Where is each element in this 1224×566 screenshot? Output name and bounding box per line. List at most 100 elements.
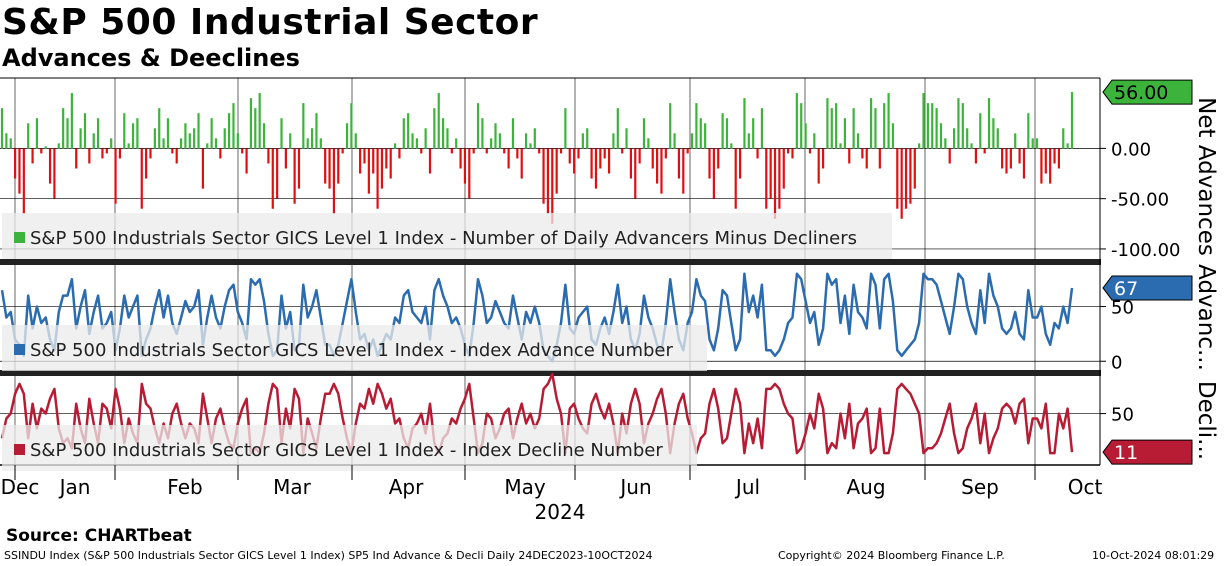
net-bar [96, 118, 100, 149]
net-bar [821, 148, 825, 169]
net-bar [424, 128, 427, 149]
net-bar [328, 148, 331, 189]
net-bar [516, 148, 519, 159]
net-bar [599, 148, 602, 169]
legend-box [2, 325, 707, 371]
net-bar [389, 148, 392, 179]
legend-swatch [14, 344, 25, 355]
x-tick-label: Dec [1, 475, 40, 499]
net-bar [153, 128, 156, 149]
net-bar [420, 148, 423, 154]
net-bar [372, 148, 375, 174]
net-bar [887, 93, 890, 149]
net-bar [843, 118, 846, 149]
net-bar [315, 113, 318, 149]
y-tick-label: -100.00 [1111, 240, 1180, 261]
panel-separator [0, 259, 1101, 265]
net-bar [40, 148, 43, 154]
net-bar [27, 123, 30, 149]
net-bar [1053, 148, 1056, 164]
decline-line [0, 372, 1074, 455]
net-bar [271, 148, 274, 209]
legend-label: S&P 500 Industrials Sector GICS Level 1 … [30, 440, 663, 461]
net-bar [214, 138, 218, 149]
net-bar [197, 113, 200, 149]
x-tick-label: Aug [846, 475, 885, 499]
net-bar [699, 118, 702, 149]
net-bar [437, 93, 440, 149]
net-bar [717, 148, 720, 169]
x-tick-label: Mar [273, 475, 312, 499]
net-bar [555, 148, 558, 194]
net-bar [446, 128, 449, 149]
net-bar [769, 148, 772, 199]
net-bar [9, 138, 12, 149]
net-bar [568, 148, 571, 164]
axis-title: Advanc... [1193, 264, 1219, 371]
net-bar [310, 128, 314, 149]
net-bar [31, 148, 34, 164]
net-bar [542, 148, 545, 204]
net-bar [918, 143, 921, 149]
net-bar [402, 118, 405, 149]
net-bar [249, 98, 253, 149]
net-bar [612, 133, 615, 149]
net-bar [904, 148, 908, 209]
net-bar [979, 113, 982, 149]
net-bar [179, 138, 183, 149]
net-bar [878, 148, 881, 169]
y-tick-label: 0.00 [1111, 139, 1151, 160]
net-bar [621, 148, 624, 154]
net-bar [88, 148, 91, 164]
net-bar [398, 148, 401, 159]
net-bar [450, 148, 453, 154]
net-bar [909, 148, 912, 204]
last-value-label: 67 [1114, 278, 1138, 300]
net-bar [433, 108, 436, 149]
net-bar [791, 148, 794, 159]
net-bar [131, 123, 135, 149]
net-bar [201, 148, 204, 189]
net-bar [594, 148, 598, 189]
net-bar [1070, 92, 1074, 149]
net-bar [114, 148, 117, 204]
net-bar [262, 123, 266, 149]
net-bar [913, 148, 916, 189]
net-bar [507, 148, 510, 169]
source-note: Source: CHARTbeat [6, 526, 192, 546]
net-bar [1022, 148, 1026, 179]
net-bar [730, 143, 733, 149]
net-bar [75, 148, 78, 169]
chart-title: S&P 500 Industrial Sector [2, 2, 539, 43]
net-bar [158, 108, 161, 149]
net-bar [922, 93, 925, 149]
net-bar [616, 108, 619, 149]
net-bar [210, 118, 213, 149]
net-bar [926, 103, 929, 149]
net-bar [865, 148, 868, 169]
net-bar [883, 103, 886, 149]
net-bar [324, 148, 327, 184]
net-bar [206, 143, 209, 149]
net-bar [603, 148, 606, 159]
net-bar [14, 148, 17, 179]
net-bar [463, 148, 467, 184]
net-bar [957, 98, 960, 149]
net-bar [634, 148, 637, 199]
net-bar [987, 98, 991, 149]
net-bar [638, 148, 641, 164]
net-bar [48, 148, 52, 184]
net-bar [162, 138, 165, 149]
series-decline [0, 372, 1074, 455]
net-bar [188, 133, 191, 149]
panel-separator [0, 370, 1101, 376]
net-bar [1035, 138, 1039, 149]
x-tick-label: May [504, 475, 546, 499]
net-bar [284, 148, 287, 169]
net-bar [511, 118, 515, 149]
net-bar [721, 113, 724, 149]
net-bar [848, 148, 851, 164]
net-bar [782, 148, 785, 189]
net-bar [258, 93, 261, 149]
net-bar [175, 148, 178, 164]
